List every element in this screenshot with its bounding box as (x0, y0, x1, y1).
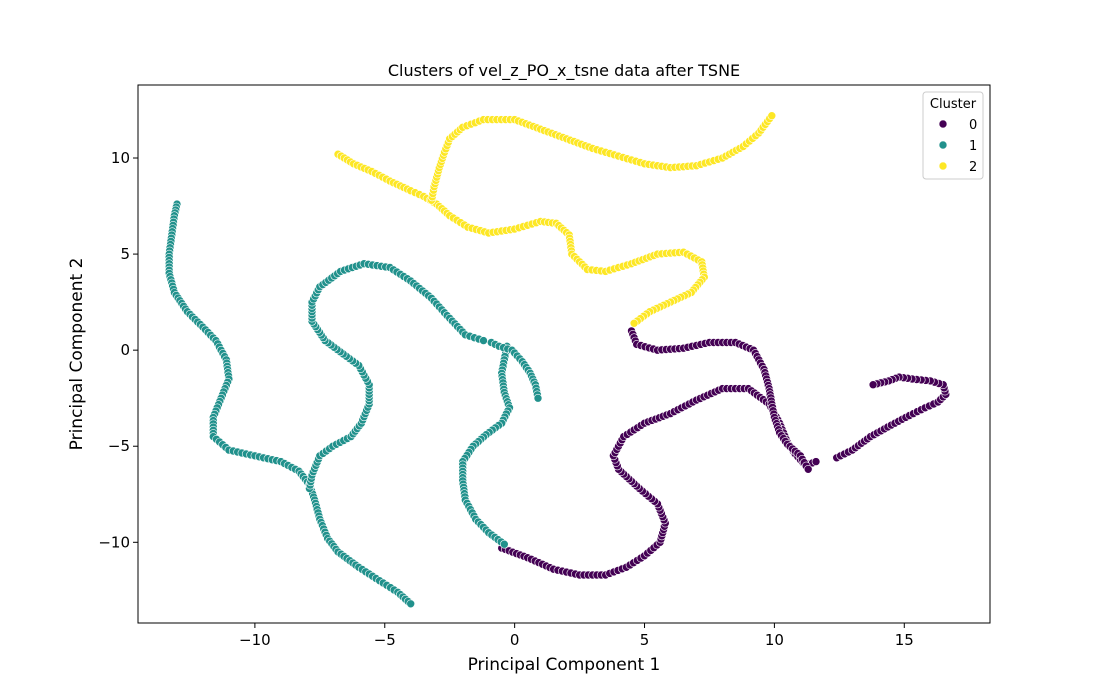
y-tick-label: −10 (98, 533, 130, 551)
y-tick-label: 0 (120, 341, 130, 359)
data-point (629, 318, 639, 328)
legend-box (922, 91, 984, 180)
legend-entries: 0 1 2 (938, 118, 977, 175)
data-point (406, 599, 416, 609)
series-0 (497, 326, 951, 580)
data-point (868, 380, 878, 390)
legend-label: 0 (969, 118, 977, 133)
legend-entry-1: 1 (938, 139, 977, 154)
series-2 (333, 111, 777, 328)
data-point (811, 457, 821, 466)
plot-frame (137, 84, 991, 624)
x-axis-label: Principal Component 1 (468, 655, 661, 675)
data-point (499, 539, 509, 549)
legend-marker (938, 119, 948, 129)
data-point (767, 111, 777, 120)
points-layer (164, 111, 951, 609)
x-axis: −10 −5 0 5 10 15 (239, 623, 914, 649)
x-tick-label: 15 (895, 631, 914, 649)
series-1 (164, 199, 543, 609)
legend-entry-2: 2 (938, 160, 977, 175)
y-axis-label: Principal Component 2 (67, 258, 87, 451)
x-tick-label: 5 (640, 631, 650, 649)
data-point (533, 393, 543, 403)
data-point (479, 336, 488, 345)
y-tick-label: 5 (120, 245, 130, 263)
legend-marker (938, 161, 948, 171)
legend-entry-0: 0 (938, 118, 977, 133)
y-tick-label: 10 (111, 149, 130, 167)
legend-label: 1 (969, 139, 977, 154)
y-tick-label: −5 (108, 437, 130, 455)
data-point (803, 464, 813, 474)
x-tick-label: 0 (510, 631, 520, 649)
legend-title: Cluster (930, 97, 977, 112)
y-axis: −10 −5 0 5 10 (98, 149, 138, 551)
x-tick-label: 10 (765, 631, 784, 649)
legend: Cluster 0 1 2 (922, 91, 984, 180)
x-tick-label: −5 (374, 631, 396, 649)
legend-label: 2 (969, 160, 977, 175)
legend-marker (938, 140, 948, 150)
chart-title: Clusters of vel_z_PO_x_tsne data after T… (388, 61, 740, 81)
x-tick-label: −10 (239, 631, 271, 649)
